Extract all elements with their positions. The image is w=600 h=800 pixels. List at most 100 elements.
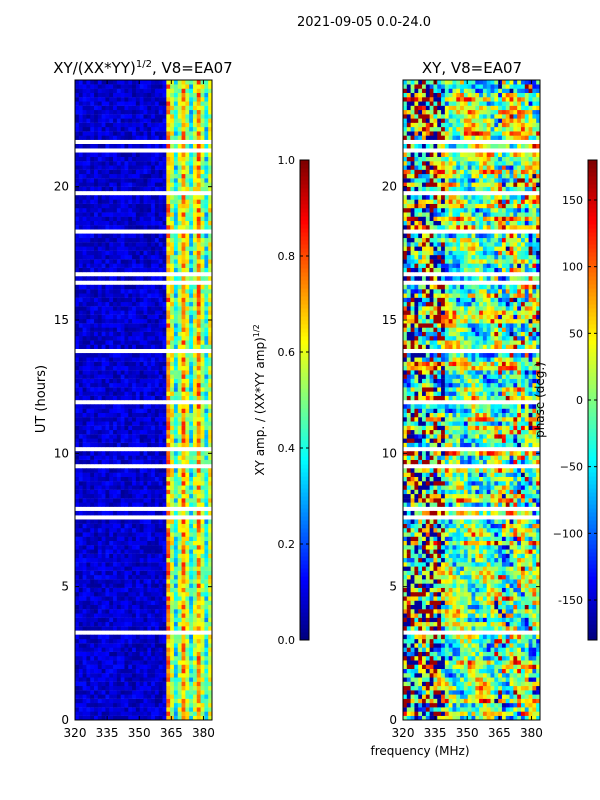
- amp-heatmap-cell: [154, 668, 160, 674]
- amp-heatmap-cell: [75, 357, 80, 362]
- amp-heatmap-cell: [86, 536, 91, 541]
- amp-heatmap-cell: [139, 425, 144, 431]
- amp-heatmap-cell: [204, 233, 209, 239]
- amp-heatmap-cell: [124, 246, 129, 251]
- amp-heatmap-cell: [143, 510, 148, 516]
- amp-heatmap-cell: [200, 536, 205, 541]
- amp-heatmap-cell: [185, 314, 190, 320]
- amp-heatmap-cell: [86, 80, 91, 85]
- amp-heatmap-cell: [185, 583, 190, 588]
- amp-heatmap-cell: [151, 344, 156, 349]
- amp-heatmap-cell: [158, 220, 163, 226]
- amp-heatmap-cell: [200, 92, 205, 98]
- amp-heatmap-cell: [170, 498, 175, 503]
- amp-heatmap-cell: [158, 596, 163, 601]
- amp-heatmap-cell: [132, 97, 137, 102]
- amp-heatmap-cell: [208, 152, 213, 157]
- amp-heatmap-cell: [116, 523, 122, 529]
- amp-heatmap-cell: [177, 365, 182, 371]
- amp-heatmap-cell: [101, 404, 106, 409]
- amp-heatmap-cell: [147, 408, 152, 413]
- amp-heatmap-cell: [170, 391, 175, 396]
- amp-heatmap-cell: [94, 310, 99, 315]
- amp-heatmap-cell: [86, 233, 91, 239]
- amp-heatmap-cell: [116, 434, 122, 439]
- amp-heatmap-cell: [158, 690, 163, 695]
- amp-heatmap-cell: [135, 668, 141, 674]
- amp-heatmap-cell: [120, 391, 125, 396]
- amp-heatmap-cell: [101, 698, 106, 704]
- amp-heatmap-cell: [147, 429, 152, 435]
- amp-heatmap-cell: [166, 702, 171, 708]
- amp-heatmap-cell: [124, 370, 129, 375]
- amp-heatmap-cell: [200, 216, 205, 221]
- amp-heatmap-cell: [82, 690, 87, 695]
- amp-heatmap-cell: [109, 310, 114, 315]
- amp-heatmap-cell: [189, 647, 194, 652]
- amp-heatmap-cell: [124, 404, 129, 409]
- amp-heatmap-cell: [132, 395, 137, 401]
- amp-heatmap-cell: [97, 412, 103, 418]
- amp-heatmap-cell: [90, 417, 95, 422]
- amp-heatmap-cell: [78, 340, 84, 345]
- amp-heatmap-cell: [204, 489, 209, 495]
- amp-heatmap-cell: [82, 451, 87, 456]
- amp-heatmap-cell: [173, 250, 179, 256]
- amp-heatmap-cell: [105, 301, 110, 307]
- amp-heatmap-cell: [177, 233, 182, 239]
- amp-heatmap-cell: [185, 587, 190, 593]
- amp-heatmap-cell: [173, 182, 179, 187]
- amp-heatmap-cell: [82, 489, 87, 495]
- amp-heatmap-cell: [75, 489, 80, 495]
- amp-heatmap-cell: [139, 284, 144, 290]
- amp-heatmap-cell: [75, 587, 80, 593]
- amp-heatmap-cell: [147, 570, 152, 576]
- amp-heatmap-cell: [78, 579, 84, 584]
- amp-heatmap-cell: [120, 195, 125, 200]
- amp-heatmap-cell: [128, 707, 133, 712]
- amp-heatmap-cell: [132, 434, 137, 439]
- amp-heatmap-cell: [151, 105, 156, 111]
- amp-heatmap-cell: [94, 374, 99, 379]
- amp-heatmap-cell: [147, 80, 152, 85]
- amp-heatmap-cell: [147, 600, 152, 605]
- amp-heatmap-cell: [151, 557, 156, 563]
- amp-heatmap-cell: [78, 289, 84, 294]
- amp-heatmap-cell: [132, 493, 137, 499]
- amp-heatmap-cell: [139, 532, 144, 537]
- amp-heatmap-cell: [162, 370, 167, 375]
- amp-heatmap-cell: [185, 105, 190, 111]
- amp-heatmap-cell: [143, 519, 148, 524]
- amp-heatmap-cell: [97, 638, 103, 644]
- amp-heatmap-cell: [200, 498, 205, 503]
- amp-heatmap-cell: [90, 557, 95, 563]
- amp-heatmap-cell: [162, 421, 167, 426]
- amp-heatmap-cell: [189, 203, 194, 209]
- amp-heatmap-cell: [204, 109, 209, 115]
- amp-heatmap-cell: [154, 651, 160, 657]
- amp-heatmap-cell: [82, 246, 87, 251]
- amp-heatmap-cell: [166, 673, 171, 678]
- amp-heatmap-cell: [208, 476, 213, 482]
- amp-heatmap-cell: [94, 553, 99, 559]
- amp-heatmap-cell: [128, 545, 133, 550]
- amp-heatmap-cell: [147, 208, 152, 213]
- amp-heatmap-cell: [78, 690, 84, 695]
- amp-heatmap-cell: [90, 101, 95, 106]
- amp-heatmap-cell: [94, 378, 99, 384]
- amp-heatmap-cell: [170, 178, 175, 183]
- amp-heatmap-cell: [128, 664, 133, 669]
- amp-heatmap-cell: [185, 536, 190, 541]
- amp-heatmap-cell: [192, 289, 198, 294]
- amp-heatmap-cell: [200, 208, 205, 213]
- amp-heatmap-cell: [177, 417, 182, 422]
- amp-heatmap-cell: [109, 421, 114, 426]
- amp-heatmap-cell: [135, 297, 141, 303]
- phase-heatmap-cell: [482, 715, 488, 721]
- amp-heatmap-cell: [101, 242, 106, 247]
- amp-heatmap-cell: [151, 216, 156, 221]
- amp-heatmap-cell: [158, 259, 163, 264]
- amp-heatmap-cell: [143, 310, 148, 315]
- amp-heatmap-cell: [78, 545, 84, 550]
- amp-heatmap-cell: [94, 344, 99, 349]
